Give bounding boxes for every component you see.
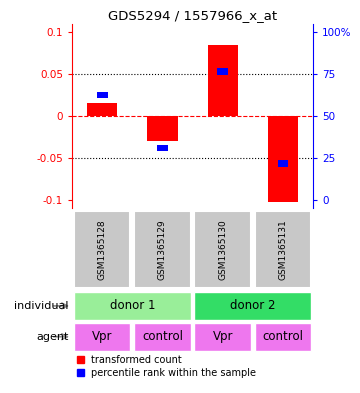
Bar — [134, 211, 191, 288]
Text: GSM1365128: GSM1365128 — [98, 219, 107, 280]
Bar — [217, 68, 228, 75]
Text: donor 2: donor 2 — [230, 299, 276, 312]
Bar — [194, 211, 251, 288]
Bar — [278, 160, 288, 167]
Text: GSM1365131: GSM1365131 — [279, 219, 288, 280]
Bar — [255, 211, 311, 288]
Title: GDS5294 / 1557966_x_at: GDS5294 / 1557966_x_at — [108, 9, 277, 22]
Text: individual: individual — [14, 301, 68, 311]
Bar — [87, 103, 117, 116]
Bar — [134, 323, 191, 351]
Text: control: control — [142, 330, 183, 343]
Bar — [255, 323, 311, 351]
Bar — [74, 211, 130, 288]
Bar — [157, 145, 168, 151]
Text: control: control — [262, 330, 303, 343]
Text: GSM1365130: GSM1365130 — [218, 219, 227, 280]
Text: Vpr: Vpr — [212, 330, 233, 343]
Bar — [268, 116, 298, 202]
Text: agent: agent — [36, 332, 68, 342]
Legend: transformed count, percentile rank within the sample: transformed count, percentile rank withi… — [77, 355, 256, 378]
Bar — [97, 92, 108, 98]
Bar — [208, 44, 238, 116]
Text: Vpr: Vpr — [92, 330, 112, 343]
Bar — [194, 323, 251, 351]
Bar — [147, 116, 177, 141]
Bar — [74, 323, 130, 351]
Bar — [74, 292, 191, 320]
Text: GSM1365129: GSM1365129 — [158, 219, 167, 280]
Bar — [194, 292, 311, 320]
Text: donor 1: donor 1 — [109, 299, 155, 312]
